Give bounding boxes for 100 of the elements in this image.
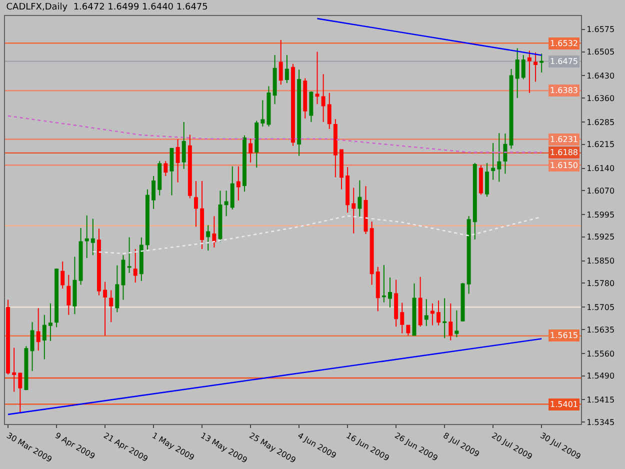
candlestick	[176, 138, 180, 183]
candlestick	[6, 299, 10, 376]
ref-line-label: 1.6231	[550, 135, 578, 144]
candlestick	[460, 282, 465, 322]
candlestick	[352, 187, 356, 234]
candlestick	[194, 180, 198, 228]
ref-line-label: 1.6150	[550, 161, 578, 170]
candlestick	[521, 54, 526, 80]
candlestick	[503, 132, 508, 174]
candlestick	[218, 190, 222, 242]
candlestick	[485, 162, 490, 198]
candlestick	[266, 86, 271, 127]
y-tick-label: 1.6140	[586, 164, 615, 174]
candlestick	[430, 302, 434, 326]
candlestick	[12, 347, 16, 392]
candlestick	[340, 149, 344, 190]
ref-line-label: 1.6532	[550, 39, 578, 48]
candlestick	[382, 264, 386, 303]
candlestick	[466, 216, 471, 294]
chart-title: CADLFX,Daily 1.6472 1.6499 1.6440 1.6475	[6, 2, 208, 12]
candlestick	[236, 166, 240, 202]
candlestick	[212, 216, 216, 248]
candlestick	[309, 90, 314, 122]
candlestick	[146, 188, 150, 250]
candlestick	[472, 162, 477, 240]
y-tick-label: 1.5345	[586, 418, 615, 427]
y-tick-label: 1.6430	[586, 72, 615, 80]
candlestick	[527, 50, 532, 94]
candlestick	[78, 227, 83, 286]
candlestick	[394, 279, 398, 328]
candlestick	[315, 51, 320, 105]
candlestick	[297, 69, 302, 156]
candlestick	[60, 261, 65, 290]
candlestick	[291, 63, 295, 146]
candlestick	[534, 52, 538, 82]
candlestick	[182, 121, 186, 170]
candlestick	[164, 160, 168, 176]
line-series	[7, 115, 542, 153]
candlestick	[96, 228, 101, 296]
candlestick	[303, 78, 308, 119]
candlestick	[406, 324, 410, 336]
candlestick	[540, 53, 544, 74]
candlestick	[509, 68, 514, 150]
candlestick	[242, 134, 246, 192]
candlestick	[278, 39, 283, 86]
y-tick-label: 1.6215	[586, 140, 615, 150]
candlestick	[412, 283, 416, 336]
candlestick	[24, 346, 28, 391]
candlestick	[497, 132, 502, 182]
candlestick	[260, 100, 265, 127]
candlestick	[346, 166, 350, 214]
candlestick	[188, 134, 192, 199]
x-tick-label: 4 Jun 2009	[296, 431, 338, 460]
candlestick	[272, 54, 277, 105]
candlestick	[436, 300, 440, 326]
candlestick	[115, 264, 120, 313]
candlestick	[400, 302, 404, 334]
candlestick	[364, 186, 368, 235]
candlestick	[442, 298, 447, 339]
y-tick-label: 1.5490	[586, 372, 615, 381]
candlestick	[376, 266, 380, 312]
candlestick	[206, 224, 210, 252]
candlestick	[152, 175, 156, 210]
candlestick	[388, 276, 392, 308]
candlestick	[158, 160, 162, 196]
candlestick	[454, 310, 459, 338]
candlestick	[448, 302, 453, 341]
candlestick	[491, 142, 496, 180]
y-tick-label: 1.5780	[586, 279, 615, 288]
candlestick	[72, 256, 77, 315]
candlestick	[321, 74, 326, 122]
candlestick	[127, 236, 132, 274]
candlestick	[254, 120, 259, 168]
candlestick	[224, 190, 228, 217]
candlestick	[109, 290, 114, 323]
y-tick-label: 1.5850	[586, 256, 615, 266]
candlestick	[170, 147, 174, 196]
ref-line-label: 1.5615	[550, 331, 578, 340]
y-tick-label: 1.5635	[586, 325, 615, 334]
ref-line-label: 1.6188	[550, 148, 578, 157]
candlestick	[478, 164, 483, 196]
candlestick	[515, 48, 520, 99]
ref-line-label: 1.6475	[550, 57, 578, 66]
y-tick-label: 1.5705	[586, 302, 615, 312]
candlestick	[358, 180, 362, 218]
candlestick	[424, 298, 428, 326]
candlestick	[333, 118, 338, 178]
y-tick-label: 1.5415	[586, 396, 615, 405]
candlestick	[327, 92, 332, 130]
candlestick	[54, 268, 59, 328]
y-tick-label: 1.6285	[586, 118, 615, 127]
y-tick-label: 1.5560	[586, 349, 615, 358]
candlestick	[200, 180, 204, 250]
candlestick	[230, 166, 234, 210]
candlestick	[133, 248, 138, 284]
candlestick	[103, 281, 108, 336]
candlestick	[48, 302, 52, 342]
y-tick-label: 1.6505	[586, 48, 615, 57]
candlestick	[84, 215, 89, 258]
y-tick-label: 1.6070	[586, 186, 615, 196]
